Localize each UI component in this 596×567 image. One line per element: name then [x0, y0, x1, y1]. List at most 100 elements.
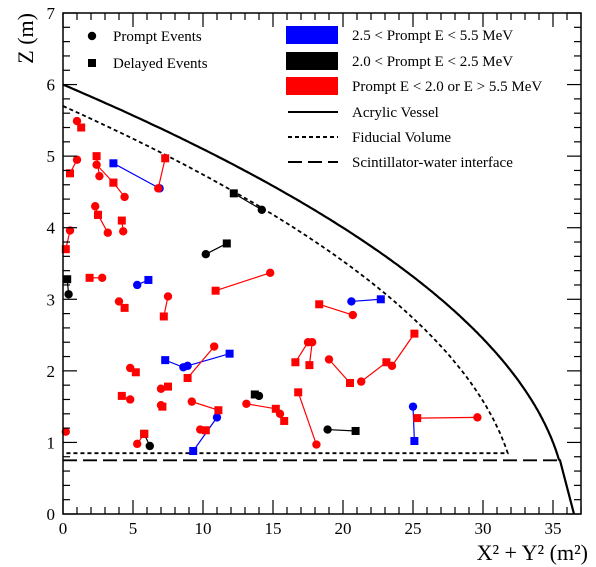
- delayed-event-marker-6: [376, 295, 385, 304]
- pair-connector-4: [187, 353, 230, 367]
- delayed-event-marker-5: [189, 447, 198, 456]
- legend-delayed-marker: [88, 59, 96, 67]
- delayed-event-marker-2: [144, 275, 153, 284]
- delayed-event-marker-8: [63, 275, 72, 284]
- fiducial-volume-curve: [62, 105, 509, 455]
- prompt-event-marker-34: [187, 397, 196, 406]
- delayed-event-marker-38: [291, 358, 300, 367]
- prompt-event-marker-26: [163, 292, 173, 301]
- x-tick-label: 10: [195, 519, 212, 538]
- prompt-event-marker-21: [103, 228, 113, 237]
- delayed-event-marker-36: [271, 404, 280, 413]
- y-axis-title: Z (m): [13, 13, 38, 64]
- y-tick-label: 1: [47, 433, 56, 452]
- x-tick-label: 30: [475, 519, 492, 538]
- prompt-event-marker-32: [156, 401, 166, 410]
- pair-connector-6: [351, 298, 381, 303]
- delayed-event-marker-45: [413, 414, 422, 423]
- legend-marker-label: Prompt Events: [113, 29, 202, 45]
- prompt-event-marker-8: [64, 290, 73, 299]
- legend-prompt-marker: [87, 31, 97, 41]
- pair-connector-29: [187, 346, 215, 379]
- delayed-event-marker-24: [120, 303, 129, 312]
- legend-category-swatch: [286, 26, 338, 44]
- delayed-event-marker-29: [183, 374, 192, 383]
- delayed-event-marker-7: [410, 436, 419, 445]
- y-tick-label: 5: [47, 147, 56, 166]
- prompt-event-marker-20: [91, 202, 100, 211]
- delayed-event-marker-10: [229, 189, 238, 198]
- y-tick-label: 4: [47, 219, 56, 238]
- pair-connector-13: [327, 428, 356, 432]
- legend-category-label: Prompt E < 2.0 or E > 5.5 MeV: [352, 79, 542, 95]
- prompt-event-marker-39: [308, 338, 317, 347]
- x-tick-label: 35: [545, 519, 562, 538]
- delayed-event-marker-25: [161, 154, 170, 163]
- delayed-event-marker-33: [140, 429, 149, 438]
- prompt-event-marker-22: [119, 227, 128, 236]
- delayed-event-marker-17: [92, 152, 101, 161]
- delayed-event-marker-4: [225, 349, 234, 358]
- prompt-event-marker-7: [408, 402, 418, 411]
- prompt-event-marker-36: [242, 399, 251, 408]
- prompt-event-marker-41: [324, 355, 334, 364]
- prompt-event-marker-24: [114, 297, 124, 306]
- delayed-event-marker-9: [222, 239, 231, 248]
- prompt-event-marker-45: [473, 413, 482, 422]
- delayed-event-marker-16: [61, 245, 70, 254]
- x-tick-label: 5: [129, 519, 138, 538]
- prompt-event-marker-37: [275, 409, 285, 418]
- y-tick-label: 2: [47, 362, 56, 381]
- prompt-event-marker-42: [348, 310, 357, 320]
- prompt-event-marker-4: [183, 361, 192, 371]
- delayed-event-marker-3: [161, 356, 170, 365]
- legend-line-label: Fiducial Volume: [352, 130, 451, 146]
- acrylic-vessel-curve: [62, 83, 576, 515]
- prompt-event-marker-14: [72, 116, 82, 126]
- pair-connector-40: [297, 392, 317, 445]
- prompt-event-marker-10: [257, 205, 266, 215]
- delayed-event-marker-21: [94, 210, 102, 219]
- delayed-event-marker-30: [164, 382, 172, 391]
- prompt-event-marker-18: [92, 160, 101, 169]
- prompt-event-marker-2: [133, 280, 142, 290]
- y-tick-label: 0: [47, 505, 56, 524]
- prompt-event-marker-35: [196, 425, 205, 434]
- delayed-event-marker-27: [211, 286, 220, 295]
- x-axis-title: X² + Y² (m²): [477, 540, 588, 565]
- x-tick-label: 0: [59, 519, 68, 538]
- delayed-event-marker-23: [85, 273, 94, 282]
- prompt-event-marker-27: [266, 268, 275, 278]
- delayed-event-marker-13: [351, 426, 360, 435]
- delayed-event-marker-28: [131, 368, 140, 377]
- pair-connector-43: [360, 361, 387, 383]
- prompt-event-marker-16: [65, 226, 75, 235]
- pair-connector-44: [391, 333, 415, 367]
- legend-line-label: Scintillator-water interface: [352, 155, 513, 171]
- legend-category-label: 2.0 < Prompt E < 2.5 MeV: [352, 54, 513, 70]
- pair-connector-45: [417, 416, 478, 419]
- x-tick-label: 15: [265, 519, 282, 538]
- legend-line-label: Acrylic Vessel: [352, 105, 439, 121]
- prompt-event-marker-43: [357, 377, 366, 386]
- prompt-event-marker-13: [323, 425, 332, 434]
- x-tick-label: 25: [405, 519, 422, 538]
- delayed-event-marker-37: [280, 416, 289, 425]
- delayed-event-marker-15: [66, 169, 74, 178]
- delayed-event-marker-35: [201, 426, 210, 435]
- prompt-event-marker-15: [72, 155, 82, 164]
- pair-connector-1: [113, 162, 160, 189]
- delayed-event-marker-12: [250, 390, 259, 399]
- prompt-event-marker-40: [312, 440, 321, 449]
- delayed-event-marker-1: [109, 159, 118, 168]
- pair-connector-25: [157, 158, 166, 189]
- delayed-event-marker-34: [214, 406, 223, 415]
- pair-connector-36: [246, 403, 276, 410]
- delayed-event-marker-43: [382, 358, 391, 367]
- legend-marker-label: Delayed Events: [113, 56, 208, 72]
- delayed-event-marker-39: [305, 361, 314, 370]
- pair-connector-10: [233, 192, 263, 211]
- pair-connector-42: [319, 303, 353, 316]
- prompt-event-marker-5: [212, 413, 222, 422]
- delayed-event-marker-41: [346, 379, 354, 388]
